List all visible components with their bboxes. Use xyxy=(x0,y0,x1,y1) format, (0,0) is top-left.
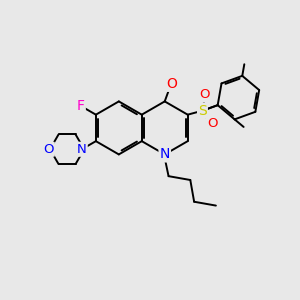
Text: O: O xyxy=(207,117,217,130)
Text: F: F xyxy=(77,99,85,113)
Text: N: N xyxy=(160,147,170,161)
Text: O: O xyxy=(166,77,177,91)
Text: O: O xyxy=(43,143,54,156)
Text: N: N xyxy=(77,143,87,156)
Text: S: S xyxy=(198,104,207,118)
Text: O: O xyxy=(200,88,210,101)
